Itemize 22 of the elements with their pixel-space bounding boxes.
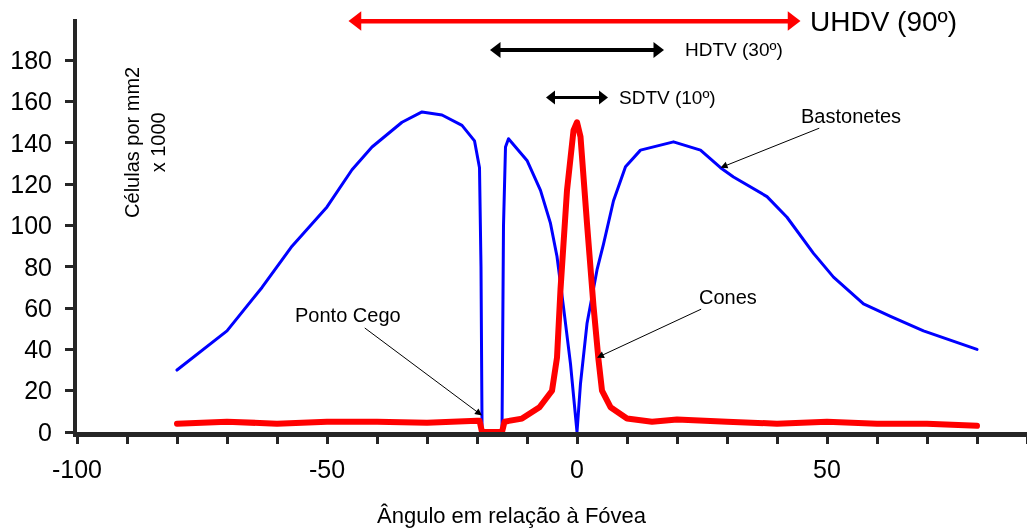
annotation: Cones (699, 286, 757, 308)
x-tick-label: 50 (813, 455, 841, 483)
y-tick-label: 140 (10, 128, 52, 157)
y-tick-label: 120 (10, 169, 52, 198)
x-tick-label: 0 (570, 455, 584, 483)
annotation: Ponto Cego (295, 304, 401, 326)
y-axis-title: Células por mm2 x 1000 (121, 66, 170, 218)
y-tick-label: 20 (24, 376, 52, 405)
annotation: SDTV (10º) (619, 87, 716, 108)
y-tick-label: 0 (38, 417, 52, 446)
x-tick-label: -50 (308, 455, 346, 483)
y-tick-label: 180 (10, 46, 52, 75)
annotation: Bastonetes (801, 105, 902, 127)
y-tick-label: 80 (24, 252, 52, 281)
y-tick-label: 60 (24, 293, 52, 322)
x-axis-title: Ângulo em relação à Fóvea (377, 503, 647, 528)
annotation: UHDV (90º) (810, 6, 958, 37)
x-tick-label: -100 (51, 455, 103, 483)
y-tick-label: 100 (10, 211, 52, 240)
annotation: HDTV (30º) (685, 39, 783, 60)
y-tick-label: 40 (24, 335, 52, 364)
y-tick-label: 160 (10, 87, 52, 116)
